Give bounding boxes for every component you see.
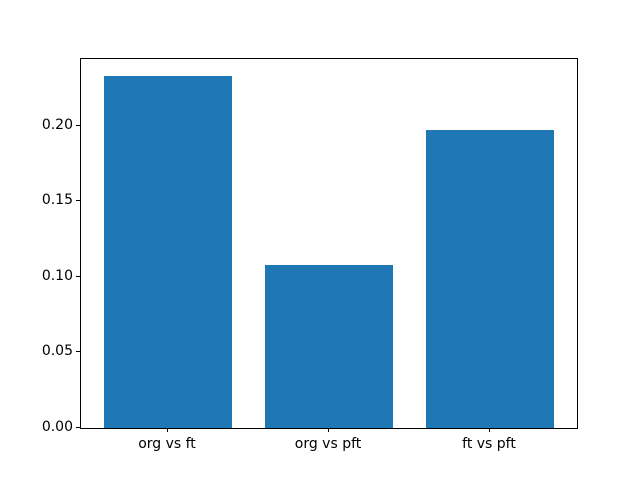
y-tick-mark <box>76 275 80 277</box>
x-tick-mark <box>167 428 168 432</box>
y-tick-label: 0.20 <box>41 116 73 133</box>
x-tick-label: org vs ft <box>138 436 196 452</box>
x-tick-mark <box>489 428 490 432</box>
bar-ft-vs-pft <box>425 130 555 428</box>
y-tick-label: 0.10 <box>41 267 73 284</box>
y-tick-label: 0.15 <box>41 192 73 209</box>
y-tick-mark <box>76 427 80 428</box>
plot-area <box>80 58 578 429</box>
y-tick-mark <box>76 351 80 353</box>
y-tick-label: 0.00 <box>41 419 73 435</box>
x-tick-mark <box>328 428 329 432</box>
bar-org-vs-pft <box>264 264 394 428</box>
x-tick-label: ft vs pft <box>462 436 516 452</box>
bar-org-vs-ft <box>103 75 233 428</box>
x-tick-label: org vs pft <box>294 436 362 452</box>
y-tick-mark <box>76 200 80 202</box>
y-tick-mark <box>76 124 80 126</box>
y-tick-label: 0.05 <box>41 343 73 360</box>
